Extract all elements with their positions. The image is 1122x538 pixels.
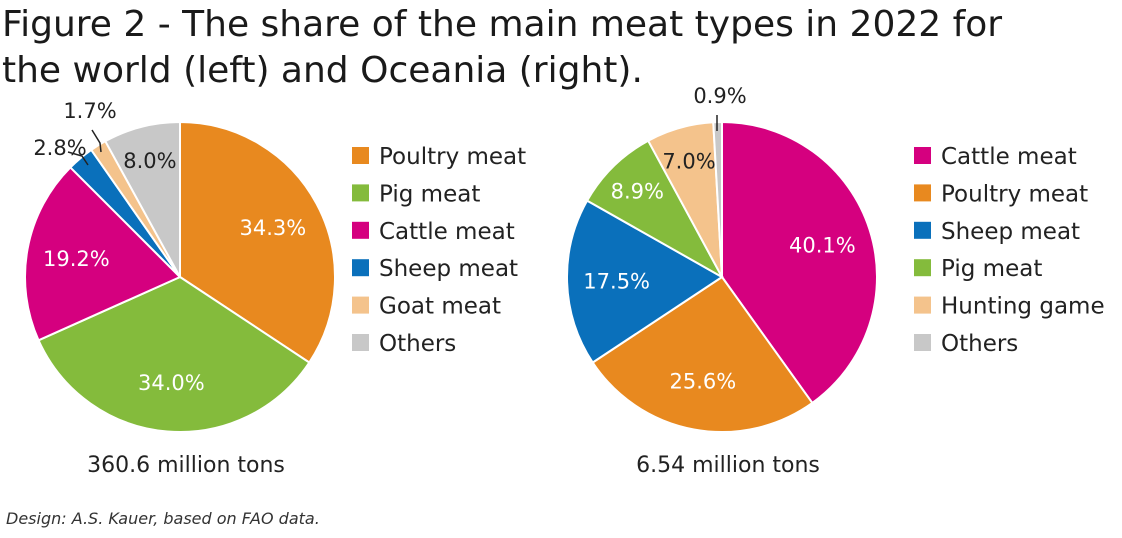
total-label: 360.6 million tons <box>87 453 285 478</box>
slice-label: 34.3% <box>239 216 306 240</box>
pie-slice-cattle-meat <box>721 120 878 405</box>
legend-swatch <box>352 147 369 164</box>
legend-1: Poultry meat Pig meat Cattle meat Sheep mea… <box>352 144 526 357</box>
pie-slice-pig-meat <box>37 275 311 433</box>
legend-label: Others <box>941 331 1018 357</box>
chart-title-line-1: Figure 2 - The share of the main meat ty… <box>2 4 1003 45</box>
chart-title: Figure 2 - The share of the main meat ty… <box>2 2 1102 94</box>
pie-slice-others <box>103 120 181 278</box>
leader-line <box>91 129 102 153</box>
legend-label: Cattle meat <box>379 219 515 245</box>
pie-slice-sheep-meat <box>566 199 724 364</box>
legend-label: Others <box>379 331 456 357</box>
slice-label: 2.8% <box>33 136 86 160</box>
slice-label: 8.0% <box>123 149 176 173</box>
leader-line <box>67 151 89 166</box>
slice-label: 17.5% <box>583 270 650 294</box>
legend-swatch <box>914 334 931 351</box>
pie-slice-poultry-meat <box>591 275 814 433</box>
pie-slice-cattle-meat <box>24 165 182 342</box>
slice-label: 8.9% <box>611 180 664 204</box>
legend-swatch <box>352 334 369 351</box>
slice-label: 19.2% <box>43 247 110 271</box>
slice-label: 40.1% <box>789 234 856 258</box>
legend-swatch <box>914 296 931 314</box>
legend-swatch <box>352 184 369 202</box>
slice-label: 7.0% <box>662 150 715 174</box>
legend-swatch <box>914 221 931 239</box>
slice-label: 25.6% <box>670 370 737 394</box>
legend-label: Sheep meat <box>379 256 518 282</box>
legend-swatch <box>914 147 931 164</box>
legend-label: Pig meat <box>941 256 1042 282</box>
legend-label: Goat meat <box>379 294 501 320</box>
legend-label: Poultry meat <box>941 181 1088 207</box>
pie-slice-pig-meat <box>585 139 725 280</box>
legend-swatch <box>914 184 931 202</box>
pie-chart-1: 34.3% 34.0% 19.2% 2.8% 1.7% 8.0% 360.6 million… <box>24 99 336 478</box>
credit-note: Design: A.S. Kauer, based on FAO data. <box>6 509 320 528</box>
legend-2: Cattle meat Poultry meat Sheep meat Pig mea… <box>914 144 1105 357</box>
legend-label: Pig meat <box>379 181 480 207</box>
legend-swatch <box>352 259 369 277</box>
legend-label: Hunting game <box>941 294 1105 320</box>
legend-swatch <box>352 296 369 314</box>
legend-label: Cattle meat <box>941 144 1077 170</box>
total-label: 6.54 million tons <box>636 453 820 478</box>
slice-label: 34.0% <box>138 371 205 395</box>
slice-label: 1.7% <box>63 99 116 123</box>
legend-label: Poultry meat <box>379 144 526 170</box>
legend-swatch <box>352 221 369 239</box>
legend-label: Sheep meat <box>941 219 1080 245</box>
legend-swatch <box>914 259 931 277</box>
pie-chart-2: 40.1% 25.6% 17.5% 8.9% 7.0% 0.9% 6.54 million … <box>566 84 878 478</box>
chart-title-line-2: the world (left) and Oceania (right). <box>2 50 643 91</box>
slice-label: 0.9% <box>693 84 746 108</box>
